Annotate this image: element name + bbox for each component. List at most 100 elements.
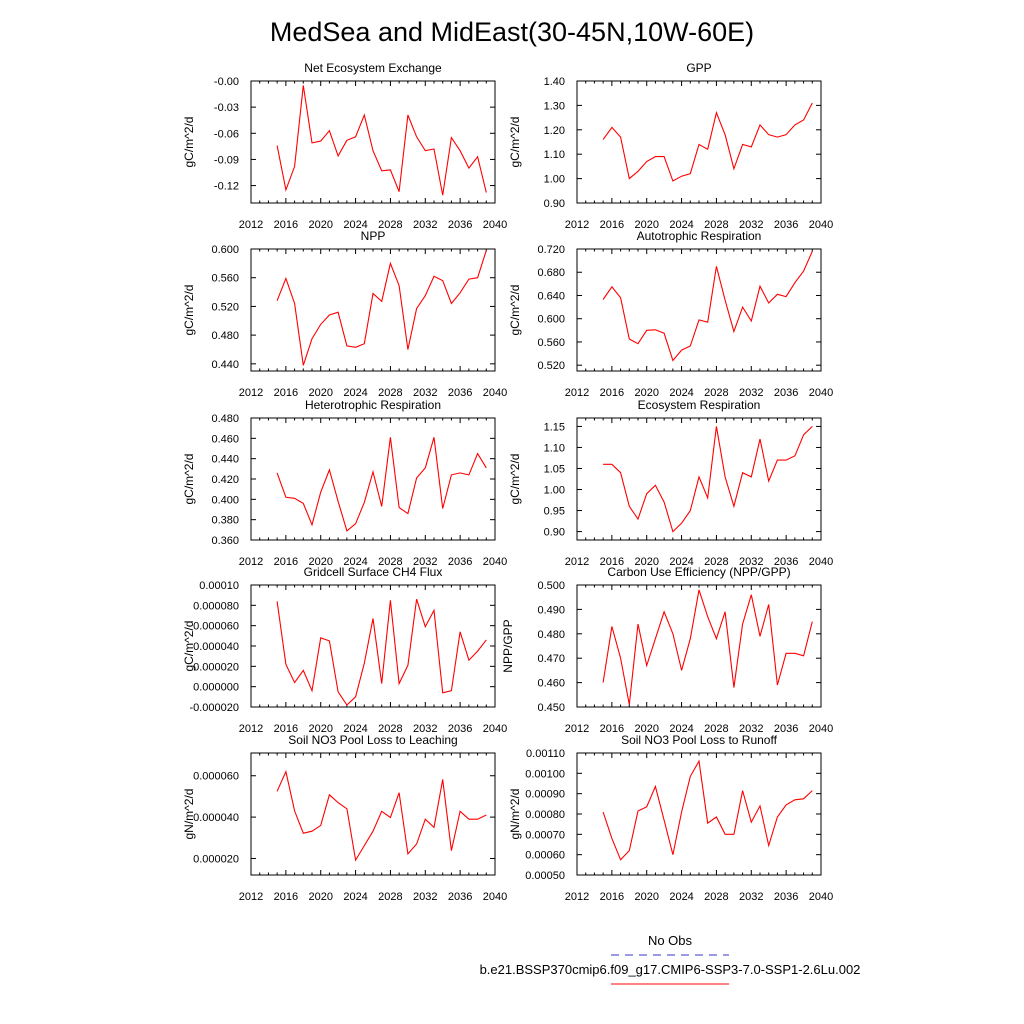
panel-title: NPP [361,229,386,243]
plot-frame [250,248,496,372]
y-tick-label: 0.00060 [525,850,565,862]
panel-title: Carbon Use Efficiency (NPP/GPP) [607,565,790,579]
panel-title: Ecosystem Respiration [638,398,761,412]
x-tick-label: 2040 [809,556,833,568]
x-tick-label: 2028 [378,219,402,231]
x-tick-label: 2040 [483,387,507,399]
y-tick-label: 0.380 [211,515,239,527]
y-tick-label: 0.00070 [525,829,565,841]
x-tick-label: 2016 [274,723,298,735]
x-tick-label: 2020 [308,387,332,399]
y-tick-label: 0.00050 [525,870,565,882]
x-tick-label: 2032 [413,219,437,231]
y-tick-label: 0.000060 [193,771,239,783]
x-tick-label: 2032 [739,387,763,399]
chart-panel-3: 2012 2016 2020 2024 2028 2032 2036 2040 0.520 0.5… [508,229,833,399]
y-tick-label: 0.450 [537,702,565,714]
y-tick-label: 0.480 [537,629,565,641]
series-line [602,251,813,362]
y-tick-label: -0.06 [214,128,239,140]
y-tick-label: 1.00 [544,174,565,186]
y-tick-label: 0.560 [211,273,239,285]
y-tick-label: 0.360 [211,535,239,547]
y-tick-label: 0.460 [211,433,239,445]
x-tick-label: 2028 [378,723,402,735]
x-tick-label: 2024 [669,891,693,903]
y-tick-label: 0.440 [211,359,239,371]
x-tick-label: 2032 [739,556,763,568]
x-tick-label: 2040 [809,219,833,231]
y-tick-label: 0.420 [211,474,239,486]
panel-title: Soil NO3 Pool Loss to Leaching [288,733,457,747]
y-tick-label: 0.000000 [193,682,239,694]
x-tick-label: 2016 [274,387,298,399]
x-tick-label: 2024 [669,556,693,568]
x-tick-label: 2036 [448,219,472,231]
x-tick-label: 2016 [274,891,298,903]
x-tick-label: 2036 [774,891,798,903]
series-line [276,599,487,706]
panel-title: Gridcell Surface CH4 Flux [304,565,443,579]
x-tick-label: 2020 [634,219,658,231]
y-tick-label: 0.490 [537,604,565,616]
x-tick-label: 2032 [739,219,763,231]
y-tick-label: 1.10 [544,149,565,161]
x-tick-label: 2032 [739,891,763,903]
y-tick-label: 0.500 [537,580,565,592]
y-tick-label: 0.680 [537,267,565,279]
x-tick-label: 2028 [704,219,728,231]
x-tick-label: 2012 [239,891,263,903]
x-tick-label: 2032 [739,723,763,735]
plot-frame [576,752,822,876]
y-axis-label: gC/m^2/d [182,454,196,505]
panel-title: Autotrophic Respiration [637,229,762,243]
y-tick-label: -0.03 [214,102,239,114]
y-tick-label: 0.00080 [525,809,565,821]
y-tick-label: 0.90 [544,527,565,539]
series-line [276,769,487,862]
page-title: MedSea and MidEast(30-45N,10W-60E) [270,17,754,47]
x-tick-label: 2012 [239,556,263,568]
x-tick-label: 2032 [413,556,437,568]
x-tick-label: 2028 [704,891,728,903]
x-tick-label: 2028 [704,556,728,568]
y-tick-label: 0.440 [211,454,239,466]
y-tick-label: 0.480 [211,413,239,425]
chart-panel-0: 2012 2016 2020 2024 2028 2032 2036 2040 -0.12 -0.… [182,61,507,231]
x-tick-label: 2036 [448,556,472,568]
x-tick-label: 2012 [565,556,589,568]
x-tick-label: 2028 [704,723,728,735]
x-tick-label: 2040 [809,891,833,903]
y-tick-label: 1.05 [544,463,565,475]
y-tick-label: 0.470 [537,653,565,665]
x-tick-label: 2024 [343,723,367,735]
y-tick-label: 1.10 [544,442,565,454]
y-tick-label: 0.00010 [199,580,239,592]
x-tick-label: 2016 [600,556,624,568]
y-tick-label: 0.95 [544,506,565,518]
y-tick-label: -0.12 [214,181,239,193]
x-tick-label: 2028 [378,891,402,903]
series-line [276,250,487,366]
y-axis-label: gC/m^2/d [508,117,522,168]
chart-panel-5: 2012 2016 2020 2024 2028 2032 2036 2040 0.90 0.95… [508,398,833,568]
y-tick-label: 0.720 [537,244,565,256]
x-tick-label: 2032 [413,891,437,903]
x-tick-label: 2016 [274,556,298,568]
x-tick-label: 2028 [378,556,402,568]
y-tick-label: 0.00110 [526,748,565,760]
y-axis-label: gC/m^2/d [182,117,196,168]
x-tick-label: 2020 [308,556,332,568]
x-tick-label: 2024 [343,556,367,568]
y-tick-label: 0.460 [537,678,565,690]
y-tick-label: 1.20 [544,125,565,137]
y-tick-label: 0.000060 [193,621,239,633]
x-tick-label: 2040 [483,556,507,568]
series-line [276,437,487,532]
y-tick-label: 0.480 [211,330,239,342]
y-tick-label: 1.40 [544,76,565,88]
y-tick-label: 0.520 [211,301,239,313]
panels-group: 2012 2016 2020 2024 2028 2032 2036 2040 -0.12 -0.… [182,61,833,903]
x-tick-label: 2024 [343,219,367,231]
y-tick-label: 0.600 [537,314,565,326]
